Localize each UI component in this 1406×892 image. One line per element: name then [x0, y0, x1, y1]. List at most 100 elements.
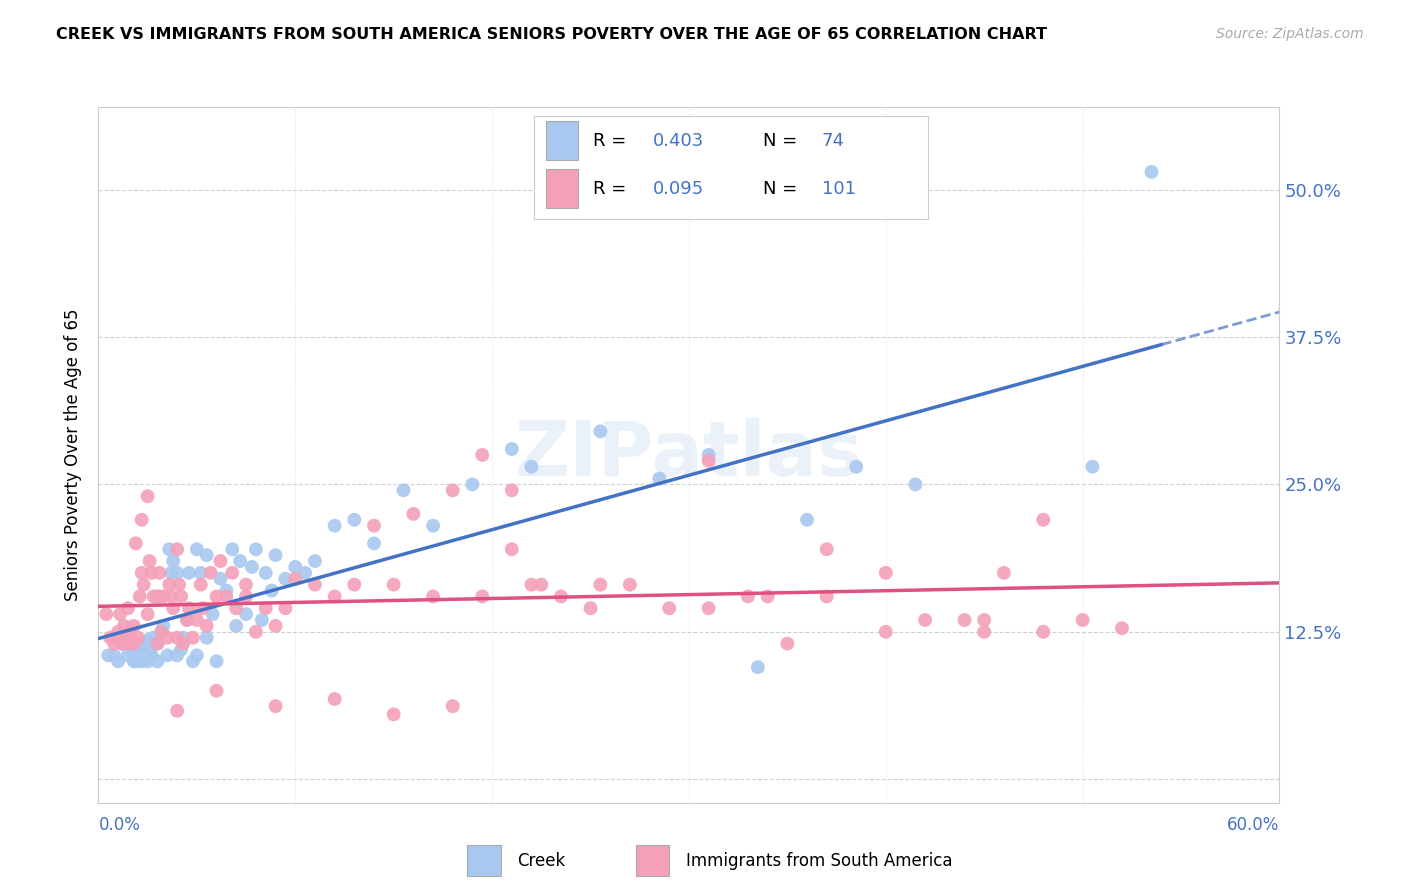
Point — [141, 566, 163, 580]
Point — [96, 607, 118, 621]
Point — [737, 590, 759, 604]
Point — [973, 624, 995, 639]
Point — [127, 631, 149, 645]
Text: R =: R = — [593, 132, 633, 150]
Point — [1081, 459, 1104, 474]
Text: 101: 101 — [821, 180, 856, 198]
Point — [166, 704, 188, 718]
Point — [250, 613, 273, 627]
Point — [461, 477, 484, 491]
Point — [471, 448, 494, 462]
Point — [471, 590, 494, 604]
Point — [225, 619, 247, 633]
Point — [264, 548, 287, 562]
Point — [215, 583, 238, 598]
Point — [815, 590, 838, 604]
Point — [117, 648, 139, 663]
Point — [1032, 513, 1054, 527]
Point — [136, 607, 159, 621]
Point — [254, 601, 277, 615]
Point — [150, 624, 173, 639]
Bar — [546, 121, 578, 160]
Point — [138, 642, 160, 657]
Point — [235, 577, 257, 591]
Point — [294, 566, 316, 580]
Point — [176, 613, 198, 627]
Point — [117, 631, 139, 645]
Point — [176, 613, 198, 627]
Point — [697, 601, 720, 615]
Point — [162, 554, 184, 568]
Point — [796, 513, 818, 527]
Point — [201, 607, 224, 621]
Point — [166, 648, 188, 663]
Point — [157, 542, 180, 557]
Point — [166, 542, 188, 557]
Point — [122, 654, 145, 668]
Point — [875, 566, 897, 580]
Point — [1111, 621, 1133, 635]
Point — [186, 613, 208, 627]
Bar — [636, 846, 669, 876]
Point — [117, 601, 139, 615]
Point — [98, 631, 121, 645]
Text: CREEK VS IMMIGRANTS FROM SOUTH AMERICA SENIORS POVERTY OVER THE AGE OF 65 CORREL: CREEK VS IMMIGRANTS FROM SOUTH AMERICA S… — [56, 27, 1047, 42]
Point — [589, 425, 612, 439]
Point — [170, 642, 193, 657]
Point — [152, 590, 174, 604]
Point — [146, 637, 169, 651]
Point — [323, 692, 346, 706]
Point — [128, 590, 150, 604]
Point — [117, 637, 139, 651]
Point — [157, 577, 180, 591]
Point — [550, 590, 572, 604]
Text: N =: N = — [762, 132, 803, 150]
Point — [392, 483, 415, 498]
Point — [167, 577, 190, 591]
Point — [172, 637, 194, 651]
Point — [658, 601, 681, 615]
Point — [156, 631, 179, 645]
Bar — [546, 169, 578, 208]
Point — [845, 459, 868, 474]
Point — [148, 590, 170, 604]
Text: Source: ZipAtlas.com: Source: ZipAtlas.com — [1216, 27, 1364, 41]
Point — [170, 590, 193, 604]
Point — [205, 590, 228, 604]
Point — [131, 640, 153, 654]
Point — [107, 624, 129, 639]
Point — [181, 654, 204, 668]
Point — [973, 613, 995, 627]
Point — [254, 566, 277, 580]
Text: 0.095: 0.095 — [652, 180, 703, 198]
Point — [274, 601, 297, 615]
Point — [579, 601, 602, 615]
Point — [127, 645, 149, 659]
Point — [501, 542, 523, 557]
Text: 0.403: 0.403 — [652, 132, 703, 150]
Point — [142, 590, 165, 604]
Point — [103, 637, 125, 651]
Text: R =: R = — [593, 180, 633, 198]
Point — [195, 631, 218, 645]
Point — [131, 654, 153, 668]
Point — [284, 572, 307, 586]
Text: 60.0%: 60.0% — [1227, 816, 1279, 834]
Point — [107, 654, 129, 668]
Point — [160, 566, 183, 580]
Point — [422, 590, 444, 604]
Point — [125, 654, 148, 668]
Point — [363, 518, 385, 533]
Point — [274, 572, 297, 586]
Point — [323, 518, 346, 533]
Point — [111, 637, 134, 651]
Point — [1140, 165, 1163, 179]
Point — [697, 454, 720, 468]
Point — [195, 619, 218, 633]
Point — [111, 637, 134, 651]
Point — [382, 707, 405, 722]
Text: N =: N = — [762, 180, 803, 198]
Point — [141, 648, 163, 663]
Point — [343, 577, 366, 591]
Point — [747, 660, 769, 674]
